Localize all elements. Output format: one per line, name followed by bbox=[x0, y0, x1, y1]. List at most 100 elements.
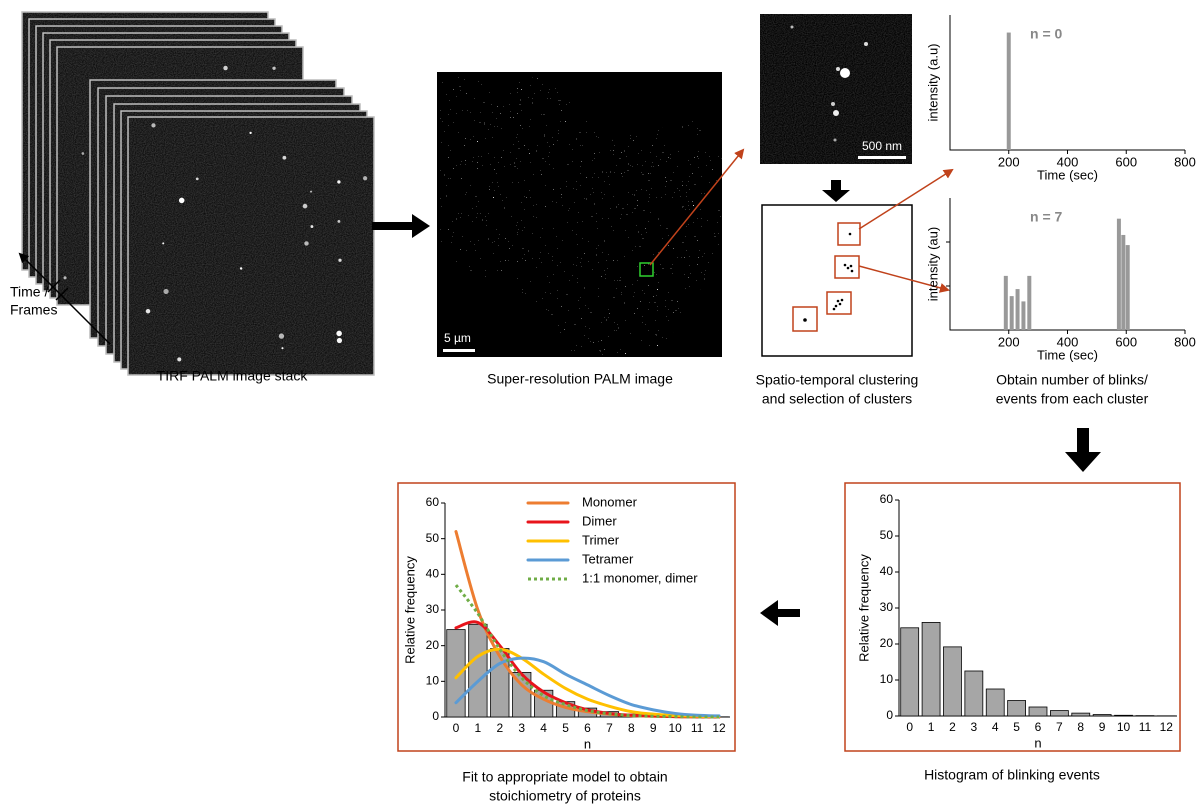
spot bbox=[281, 347, 284, 350]
y-axis-label: Relative frequency bbox=[856, 554, 871, 662]
caption: Obtain number of blinks/ bbox=[996, 372, 1148, 388]
x-tick-label: 7 bbox=[606, 721, 613, 735]
cluster-arrow bbox=[858, 168, 954, 230]
y-tick-label: 60 bbox=[426, 495, 440, 509]
spot bbox=[337, 180, 341, 184]
flow-arrow bbox=[760, 600, 800, 626]
y-axis-label: Relative frequency bbox=[402, 556, 417, 664]
y-tick-label: 20 bbox=[880, 636, 894, 650]
x-tick-label: 0 bbox=[906, 720, 913, 734]
x-tick-label: 200 bbox=[998, 334, 1020, 349]
zoom-image bbox=[760, 14, 912, 164]
bar bbox=[985, 688, 1005, 717]
x-axis-label: Time (sec) bbox=[1037, 347, 1098, 362]
x-tick-label: 6 bbox=[1035, 720, 1042, 734]
y-tick-label: 0 bbox=[432, 709, 439, 723]
spot bbox=[336, 330, 342, 337]
zoom-arrow bbox=[649, 148, 745, 266]
caption: TIRF PALM image stack bbox=[157, 368, 309, 384]
bar bbox=[1028, 706, 1048, 717]
x-tick-label: 3 bbox=[971, 720, 978, 734]
x-tick-label: 600 bbox=[1115, 334, 1137, 349]
x-tick-label: 11 bbox=[1139, 720, 1152, 734]
bar bbox=[900, 627, 920, 717]
cluster-map bbox=[761, 204, 913, 357]
x-tick-label: 1 bbox=[475, 721, 482, 735]
bar bbox=[1092, 714, 1112, 717]
spot bbox=[239, 267, 243, 270]
bar bbox=[1114, 714, 1133, 717]
cluster-arrow bbox=[858, 265, 950, 293]
y-tick-label: 20 bbox=[426, 638, 440, 652]
y-tick-label: 30 bbox=[880, 600, 894, 614]
x-tick-label: 0 bbox=[453, 721, 460, 735]
caption: Spatio-temporal clustering bbox=[756, 372, 919, 388]
spot bbox=[145, 308, 151, 314]
event-bar bbox=[1009, 296, 1014, 330]
x-tick-label: 11 bbox=[691, 721, 704, 735]
event-bar bbox=[1027, 275, 1032, 330]
y-tick-label: 30 bbox=[426, 602, 440, 616]
y-tick-label: 0 bbox=[886, 708, 893, 722]
y-tick-label: 50 bbox=[426, 531, 440, 545]
image-stack bbox=[21, 11, 375, 376]
x-tick-label: 800 bbox=[1174, 334, 1196, 349]
x-axis-label: Time (sec) bbox=[1037, 167, 1098, 182]
scale-bar-label: 5 µm bbox=[444, 331, 471, 345]
x-tick-label: 10 bbox=[1117, 720, 1131, 734]
x-tick-label: 3 bbox=[518, 721, 525, 735]
x-axis-label: n bbox=[584, 736, 591, 751]
legend-label: 1:1 monomer, dimer bbox=[582, 570, 698, 585]
legend-label: Dimer bbox=[582, 513, 617, 528]
event-bar bbox=[1015, 289, 1020, 330]
x-tick-label: 200 bbox=[998, 154, 1020, 169]
palm-image bbox=[437, 72, 722, 357]
spot bbox=[163, 288, 169, 295]
bar bbox=[1071, 712, 1091, 717]
spot bbox=[63, 276, 67, 280]
flow-arrow bbox=[1065, 428, 1101, 472]
x-axis-label: n bbox=[1034, 735, 1041, 750]
flow-arrow bbox=[822, 180, 850, 202]
caption: and selection of clusters bbox=[762, 391, 912, 407]
time-label: Frames bbox=[10, 302, 57, 318]
x-tick-label: 12 bbox=[712, 721, 726, 735]
spot bbox=[178, 197, 185, 204]
caption: Super-resolution PALM image bbox=[487, 371, 673, 387]
x-tick-label: 4 bbox=[540, 721, 547, 735]
event-bar bbox=[1116, 218, 1121, 330]
axis bbox=[949, 15, 1185, 151]
x-tick-label: 1 bbox=[928, 720, 935, 734]
model-curve bbox=[454, 656, 721, 718]
event-bar bbox=[1006, 32, 1011, 150]
caption: stoichiometry of proteins bbox=[489, 788, 641, 804]
y-tick-label: 50 bbox=[880, 528, 894, 542]
event-bar bbox=[1003, 275, 1008, 330]
spot bbox=[282, 155, 287, 160]
stack-noise bbox=[128, 117, 374, 375]
plot-label: n = 7 bbox=[1030, 209, 1063, 225]
bar bbox=[468, 623, 488, 718]
spot bbox=[302, 203, 308, 209]
x-tick-label: 800 bbox=[1174, 154, 1196, 169]
x-tick-label: 10 bbox=[669, 721, 683, 735]
legend-label: Monomer bbox=[582, 494, 638, 509]
y-tick-label: 10 bbox=[426, 674, 440, 688]
spot bbox=[304, 241, 309, 246]
spot bbox=[162, 242, 165, 245]
x-tick-label: 600 bbox=[1115, 154, 1137, 169]
x-tick-label: 9 bbox=[650, 721, 657, 735]
spot bbox=[81, 152, 85, 155]
bar bbox=[943, 646, 962, 717]
x-tick-label: 8 bbox=[628, 721, 635, 735]
spot bbox=[272, 66, 276, 70]
spot bbox=[249, 131, 252, 135]
x-tick-label: 5 bbox=[562, 721, 569, 735]
model-curve bbox=[454, 584, 720, 719]
x-tick-label: 4 bbox=[992, 720, 999, 734]
caption: events from each cluster bbox=[996, 391, 1149, 407]
bar bbox=[1050, 710, 1069, 717]
spot bbox=[223, 65, 228, 71]
x-tick-label: 6 bbox=[584, 721, 591, 735]
